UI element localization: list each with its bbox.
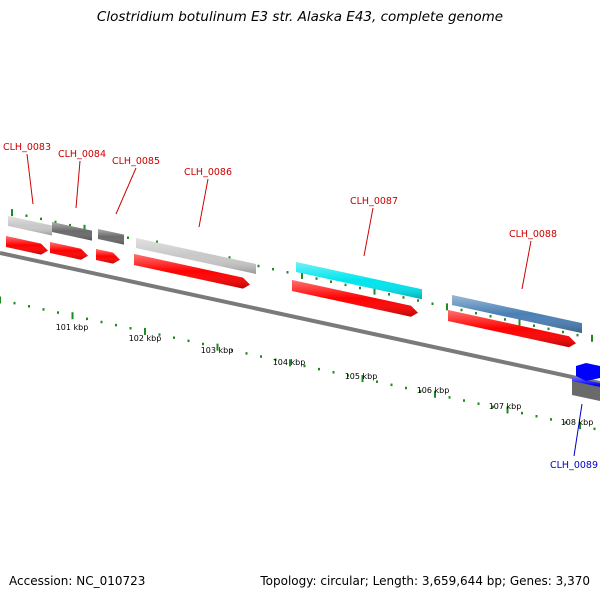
scale-label: 106 kbp: [417, 386, 450, 395]
cds-arrow-shade: [6, 236, 48, 255]
leader-line: [521, 240, 532, 290]
scale-label: 104 kbp: [273, 358, 306, 367]
gene-feature-clh_0088-shade: [452, 295, 582, 334]
leader-line: [26, 153, 34, 205]
scale-labels: 101 kbp 102 kbp 103 kbp 104 kbp 105 kbp 106 k…: [56, 323, 594, 427]
scale-label: 105 kbp: [345, 372, 378, 381]
gene-label-clh_0088: CLH_0088: [509, 229, 557, 240]
cds-features: [6, 236, 576, 348]
gene-label-clh_0087: CLH_0087: [350, 196, 398, 207]
gene-label-clh_0083: CLH_0083: [3, 142, 51, 153]
scale-label: 101 kbp: [56, 323, 89, 332]
gene-label-clh_0089: CLH_0089: [550, 460, 598, 471]
gene-labels: CLH_0083 CLH_0084 CLH_0085 CLH_0086 CLH_0087…: [3, 142, 598, 471]
scale-label: 108 kbp: [561, 418, 594, 427]
gene-feature-neighbor: [572, 381, 600, 401]
accession-text: Accession: NC_010723: [9, 574, 146, 588]
inner-tick-marks: [0, 296, 596, 431]
leader-line: [115, 167, 137, 215]
cds-arrow-shade: [448, 310, 576, 348]
gene-feature-clh_0083-shade: [8, 216, 52, 236]
gene-label-clh_0085: CLH_0085: [112, 156, 160, 167]
cds-arrow-shade: [96, 249, 120, 264]
genome-backbone: [0, 251, 600, 385]
genome-summary: Topology: circular; Length: 3,659,644 bp…: [260, 574, 590, 588]
scale-label: 107 kbp: [489, 402, 522, 411]
gene-feature-clh_0084-shade: [52, 222, 92, 241]
gene-label-clh_0084: CLH_0084: [58, 149, 106, 160]
scale-label: 103 kbp: [201, 346, 234, 355]
gene-feature-clh_0085-shade: [98, 229, 124, 245]
leader-line: [198, 178, 209, 228]
gene-label-clh_0086: CLH_0086: [184, 167, 232, 178]
leader-line: [363, 207, 374, 257]
leader-line: [75, 160, 81, 209]
cds-arrow-shade: [292, 280, 418, 317]
map-title: Clostridium botulinum E3 str. Alaska E43…: [96, 9, 504, 25]
gene-feature-clh_0087-shade: [296, 262, 422, 300]
cds-arrow-shade: [134, 254, 250, 289]
scale-label: 102 kbp: [129, 334, 162, 343]
gene-features: [8, 216, 600, 401]
leader-line: [573, 403, 583, 457]
gene-feature-clh_0086-shade: [136, 238, 256, 275]
backbone-line: [0, 251, 600, 385]
gene-arrow-clh-0089: [576, 363, 600, 381]
cds-arrow-shade: [50, 242, 88, 260]
